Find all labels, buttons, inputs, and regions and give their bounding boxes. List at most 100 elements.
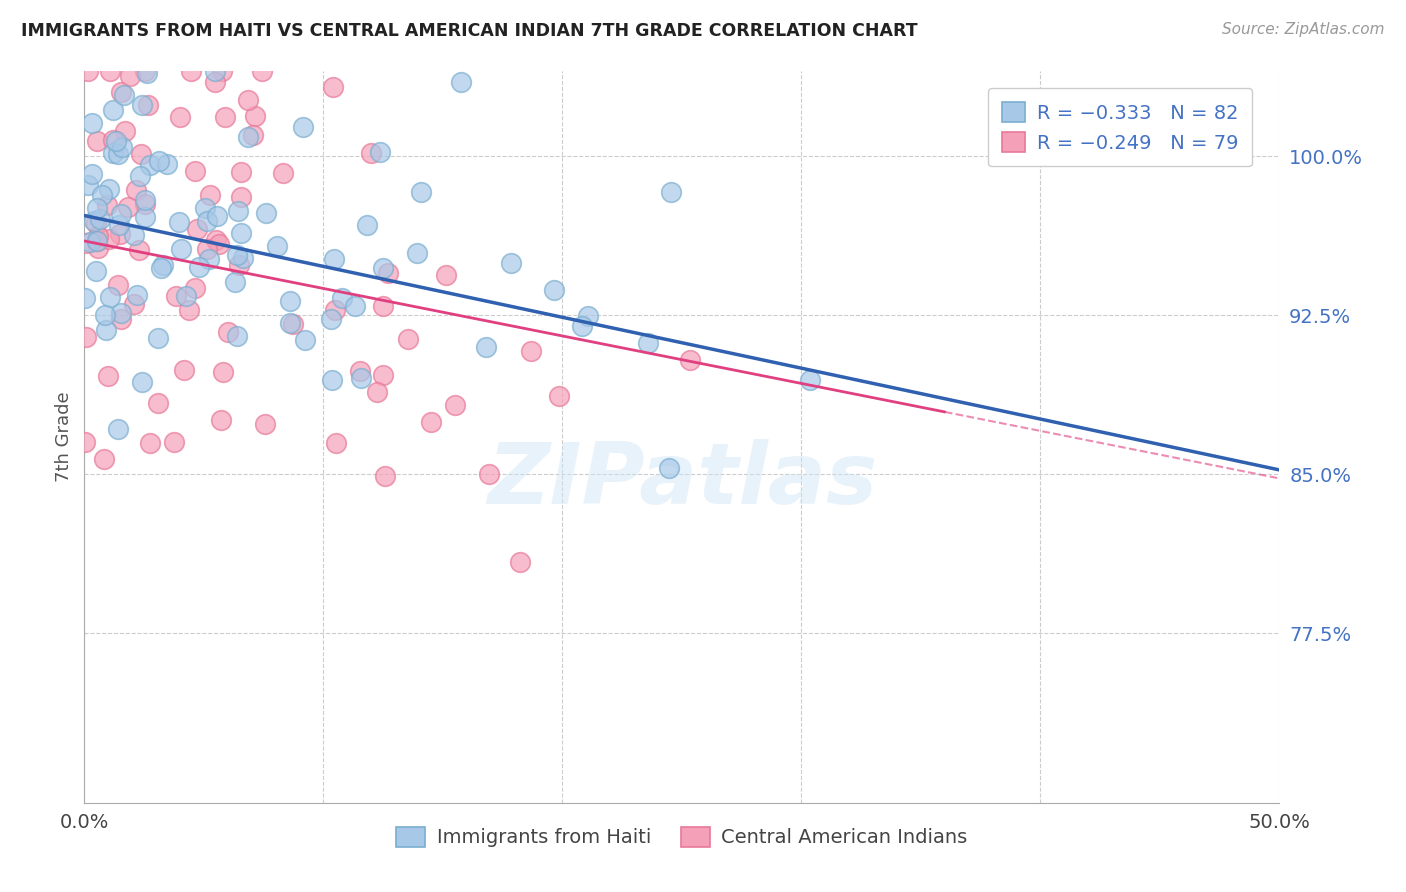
- Point: [165, 289, 187, 303]
- Point: [139, 158, 162, 172]
- Point: [198, 188, 221, 202]
- Point: [543, 283, 565, 297]
- Point: [129, 147, 152, 161]
- Point: [87, 241, 110, 255]
- Point: [173, 363, 195, 377]
- Point: [98, 290, 121, 304]
- Point: [330, 291, 353, 305]
- Point: [128, 243, 150, 257]
- Point: [321, 373, 343, 387]
- Point: [96, 198, 118, 212]
- Point: [374, 469, 396, 483]
- Point: [321, 311, 343, 326]
- Point: [120, 69, 142, 83]
- Point: [409, 185, 432, 199]
- Point: [82, 167, 104, 181]
- Point: [475, 340, 498, 354]
- Point: [170, 242, 193, 256]
- Point: [107, 422, 129, 436]
- Point: [134, 196, 156, 211]
- Point: [637, 335, 659, 350]
- Point: [229, 226, 252, 240]
- Point: [280, 293, 302, 308]
- Point: [254, 205, 277, 219]
- Point: [325, 436, 347, 450]
- Point: [205, 233, 228, 247]
- Point: [195, 242, 218, 256]
- Point: [368, 145, 391, 160]
- Point: [679, 353, 702, 368]
- Point: [373, 368, 395, 382]
- Point: [184, 164, 207, 178]
- Point: [291, 120, 314, 135]
- Point: [243, 109, 266, 123]
- Point: [184, 280, 207, 294]
- Point: [167, 215, 190, 229]
- Point: [75, 292, 97, 306]
- Point: [148, 331, 170, 345]
- Point: [180, 64, 202, 78]
- Point: [107, 278, 129, 293]
- Point: [344, 299, 367, 313]
- Point: [323, 252, 346, 266]
- Point: [86, 134, 108, 148]
- Point: [444, 398, 467, 412]
- Point: [117, 200, 139, 214]
- Point: [162, 435, 184, 450]
- Point: [226, 204, 249, 219]
- Point: [377, 266, 399, 280]
- Point: [434, 268, 457, 282]
- Point: [134, 64, 156, 78]
- Point: [134, 193, 156, 207]
- Point: [217, 326, 239, 340]
- Point: [101, 146, 124, 161]
- Point: [204, 75, 226, 89]
- Point: [281, 317, 304, 331]
- Point: [366, 385, 388, 400]
- Text: IMMIGRANTS FROM HAITI VS CENTRAL AMERICAN INDIAN 7TH GRADE CORRELATION CHART: IMMIGRANTS FROM HAITI VS CENTRAL AMERICA…: [21, 22, 918, 40]
- Point: [250, 64, 273, 78]
- Point: [350, 371, 373, 385]
- Point: [124, 227, 146, 242]
- Point: [149, 261, 172, 276]
- Point: [548, 389, 571, 403]
- Point: [242, 128, 264, 142]
- Point: [79, 235, 101, 249]
- Point: [97, 232, 120, 246]
- Point: [229, 165, 252, 179]
- Point: [111, 139, 134, 153]
- Point: [96, 368, 118, 383]
- Point: [83, 214, 105, 228]
- Point: [110, 306, 132, 320]
- Point: [659, 186, 682, 200]
- Point: [110, 85, 132, 99]
- Point: [356, 218, 378, 232]
- Point: [94, 323, 117, 337]
- Point: [226, 328, 249, 343]
- Point: [82, 116, 104, 130]
- Point: [194, 201, 217, 215]
- Point: [114, 124, 136, 138]
- Point: [253, 417, 276, 431]
- Point: [450, 75, 472, 89]
- Point: [104, 134, 127, 148]
- Point: [236, 130, 259, 145]
- Point: [84, 216, 107, 230]
- Point: [146, 395, 169, 409]
- Point: [128, 169, 150, 183]
- Point: [174, 289, 197, 303]
- Point: [112, 88, 135, 103]
- Point: [198, 252, 221, 266]
- Point: [273, 166, 295, 180]
- Point: [208, 236, 231, 251]
- Y-axis label: 7th Grade: 7th Grade: [55, 392, 73, 483]
- Point: [225, 248, 247, 262]
- Point: [186, 222, 208, 236]
- Point: [94, 309, 117, 323]
- Point: [148, 154, 170, 169]
- Point: [232, 252, 254, 266]
- Point: [576, 309, 599, 323]
- Point: [520, 344, 543, 359]
- Point: [373, 299, 395, 313]
- Point: [152, 258, 174, 272]
